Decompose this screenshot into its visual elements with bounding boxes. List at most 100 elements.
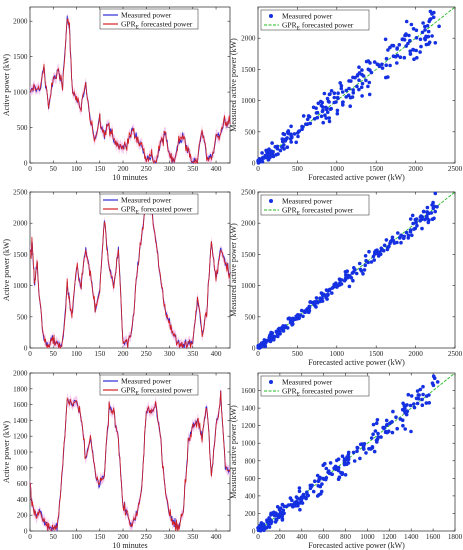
scatter-point (267, 525, 272, 529)
scatter-point (409, 394, 414, 398)
scatter-point (383, 37, 388, 42)
scatter-point (275, 144, 280, 149)
scatter-point (387, 244, 391, 249)
scatter-point (359, 85, 364, 90)
scatter-point (318, 296, 322, 301)
scatter-point (301, 114, 306, 118)
x-tick-label: 400 (296, 533, 307, 541)
scatter-point (406, 392, 411, 397)
scatter-point (318, 299, 323, 304)
scatter-point (384, 56, 389, 61)
scatter-point (270, 141, 274, 145)
scatter-point (414, 36, 419, 40)
x-tick-label: 300 (164, 533, 175, 541)
scatter-point (404, 32, 408, 36)
scatter-point (344, 95, 349, 99)
scatter-point (429, 211, 434, 215)
chart-sc1: 0 500 1000 1500 2000 25000500100015002000Fore… (229, 6, 463, 182)
scatter-point (395, 53, 400, 58)
scatter-point (315, 299, 319, 304)
scatter-point (257, 160, 262, 164)
scatter-point (290, 498, 294, 503)
scatter-point (412, 405, 417, 410)
scatter-point (420, 215, 425, 219)
scatter-point (396, 231, 400, 235)
x-tick-label: 0 (28, 533, 32, 541)
scatter-point (348, 95, 353, 100)
scatter-point (301, 493, 305, 498)
y-tick-label: 500 (245, 313, 256, 321)
confidence-band (30, 13, 230, 163)
scatter-point (343, 473, 348, 477)
scatter-point (400, 418, 405, 423)
x-tick-label: 200 (274, 533, 285, 541)
scatter-point (305, 122, 310, 126)
scatter-point (324, 295, 328, 300)
scatter-point (423, 24, 427, 29)
scatter-point (351, 278, 355, 283)
y-tick-label: 1200 (13, 433, 28, 441)
x-tick-label: 2000 (408, 165, 423, 173)
scatter-point (361, 446, 366, 451)
scatter-point (317, 477, 322, 481)
legend-forecast-sub: E (297, 392, 301, 398)
scatter-point (324, 466, 329, 471)
scatter-point (418, 387, 423, 392)
scatter-point (308, 121, 313, 126)
scatter-point (412, 227, 416, 231)
scatter-point (256, 345, 261, 349)
scatter-point (432, 216, 436, 221)
scatter-point (387, 429, 391, 434)
scatter-point (372, 60, 377, 64)
scatter-point (357, 78, 361, 82)
scatter-point (424, 394, 429, 398)
scatter-point (408, 228, 413, 232)
scatter-point (271, 511, 275, 515)
scatter-point (313, 479, 317, 484)
scatter-point (263, 153, 268, 158)
scatter-point (347, 79, 351, 83)
x-tick-label: 200 (118, 350, 129, 358)
scatter-point (332, 282, 337, 287)
y-tick-label: 1500 (13, 53, 28, 61)
legend-forecast-label: GPRE forecasted power (121, 205, 193, 216)
chart-ts2: 0 50 100 150 200 250 300 350 400 0 500 1000 1500 2000… (2, 189, 231, 358)
scatter-point (275, 505, 280, 509)
scatter-point (338, 81, 343, 85)
legend-measured-label: Measured power (282, 197, 333, 206)
scatter-point (380, 66, 385, 70)
scatter-point (291, 317, 296, 322)
scatter-point (336, 96, 340, 101)
scatter-point (397, 43, 402, 47)
y-tick-label: 1200 (241, 422, 256, 430)
scatter-point (411, 47, 415, 52)
scatter-point (366, 59, 371, 63)
y-axis-label: Active power (kW) (2, 239, 11, 302)
scatter-point (335, 111, 340, 116)
legend-forecast-main: GPR (121, 20, 136, 29)
scatter-point (260, 159, 265, 164)
scatter-point (424, 34, 428, 39)
y-tick-label: 200 (17, 512, 28, 520)
scatter-point (332, 100, 337, 105)
legend-swatch-measured (269, 14, 273, 18)
y-axis-label: Measured active power (kW) (229, 223, 238, 317)
scatter-point (390, 238, 394, 242)
scatter-point (351, 270, 356, 274)
scatter-point (372, 258, 377, 262)
scatter-point (339, 86, 344, 91)
y-axis-label: Active power (kW) (2, 54, 11, 117)
scatter-point (420, 30, 425, 35)
scatter-point (430, 34, 434, 38)
legend-forecast-tail: forecasted power (300, 206, 354, 215)
scatter-point (423, 37, 428, 42)
y-tick-label: 1500 (13, 251, 28, 259)
scatter-point (280, 145, 284, 149)
scatter-point (312, 302, 317, 307)
y-tick-label: 1000 (13, 89, 28, 97)
scatter-point (384, 75, 388, 80)
scatter-point (402, 234, 407, 239)
scatter-point (336, 465, 341, 470)
